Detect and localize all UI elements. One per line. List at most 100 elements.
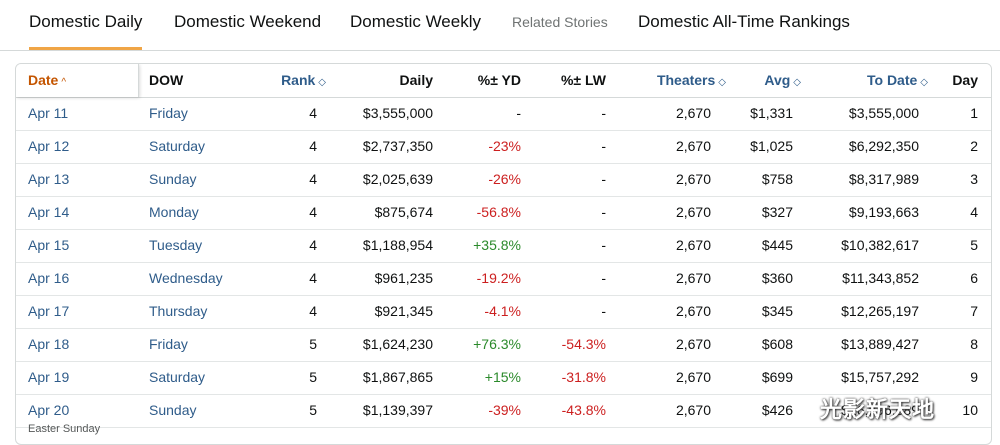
to-date-cell: $6,292,350 bbox=[848, 138, 919, 154]
table-row: Apr 12 Saturday 4 $2,737,350 -23% - 2,670 $1,02… bbox=[16, 130, 991, 164]
table-row: Apr 16 Wednesday 4 $961,235 -19.2% - 2,670 $360… bbox=[16, 262, 991, 296]
table-row: Apr 20 Sunday 5 $1,139,397 -39% -43.8% 2,670 $4… bbox=[16, 394, 991, 435]
yd-change-cell: +35.8% bbox=[473, 237, 521, 253]
lw-change-cell: -54.3% bbox=[561, 336, 606, 352]
dow-link[interactable]: Tuesday bbox=[149, 237, 203, 253]
date-link[interactable]: Apr 20 bbox=[28, 402, 70, 418]
date-link[interactable]: Apr 11 bbox=[28, 105, 69, 121]
to-date-column-header[interactable]: To Date ◇ bbox=[816, 64, 928, 97]
date-link[interactable]: Apr 18 bbox=[28, 336, 70, 352]
dow-link[interactable]: Monday bbox=[149, 204, 199, 220]
avg-cell: $1,025 bbox=[750, 138, 793, 154]
theaters-column-header[interactable]: Theaters ◇ bbox=[616, 64, 726, 97]
daily-gross-cell: $1,624,230 bbox=[362, 336, 433, 352]
lw-change-cell: - bbox=[601, 138, 606, 154]
theaters-cell: 2,670 bbox=[675, 303, 711, 319]
date-link[interactable]: Apr 16 bbox=[28, 270, 70, 286]
tab-domestic-daily[interactable]: Domestic Daily bbox=[29, 0, 143, 50]
day-cell: 9 bbox=[970, 369, 978, 385]
dow-link[interactable]: Friday bbox=[149, 105, 188, 121]
rank-cell: 4 bbox=[309, 204, 317, 220]
box-office-table: Date ^ DOW Rank ◇ Daily %± YD %± LW Theate… bbox=[15, 63, 992, 445]
lw-change-cell: -31.8% bbox=[561, 369, 606, 385]
rank-cell: 4 bbox=[309, 171, 317, 187]
yd-change-cell: -56.8% bbox=[476, 204, 521, 220]
rank-cell: 4 bbox=[309, 105, 317, 121]
lw-change-cell: - bbox=[601, 105, 606, 121]
table-row: Apr 14 Monday 4 $875,674 -56.8% - 2,670 $327 $9,… bbox=[16, 196, 991, 230]
dow-column-header: DOW bbox=[149, 72, 184, 88]
theaters-cell: 2,670 bbox=[675, 105, 711, 121]
sort-icon: ◇ bbox=[718, 77, 726, 88]
yd-change-cell: -39% bbox=[488, 402, 521, 418]
sort-ascending-icon: ^ bbox=[61, 77, 67, 88]
avg-cell: $608 bbox=[761, 336, 793, 352]
to-date-cell: $12,265,197 bbox=[841, 303, 919, 319]
yd-change-cell: +76.3% bbox=[473, 336, 521, 352]
avg-cell: $327 bbox=[761, 204, 793, 220]
daily-gross-cell: $1,867,865 bbox=[362, 369, 433, 385]
yd-change-cell: -23% bbox=[488, 138, 521, 154]
daily-gross-cell: $875,674 bbox=[374, 204, 433, 220]
rank-header-label: Rank bbox=[281, 72, 316, 88]
lw-change-cell: - bbox=[601, 171, 606, 187]
table-row: Apr 11 Friday 4 $3,555,000 - - 2,670 $1,331 $3,5… bbox=[16, 97, 991, 131]
dow-link[interactable]: Sunday bbox=[149, 171, 197, 187]
dow-link[interactable]: Friday bbox=[149, 336, 188, 352]
date-link[interactable]: Apr 19 bbox=[28, 369, 70, 385]
yd-column-header: %± YD bbox=[477, 72, 521, 88]
tab-bar: Domestic Daily Domestic Weekend Domestic… bbox=[0, 0, 1000, 51]
date-column-header[interactable]: Date ^ bbox=[28, 64, 66, 97]
tab-domestic-weekend[interactable]: Domestic Weekend bbox=[174, 12, 322, 31]
theaters-cell: 2,670 bbox=[675, 336, 711, 352]
daily-gross-cell: $2,737,350 bbox=[362, 138, 433, 154]
sort-icon: ◇ bbox=[793, 77, 801, 88]
tab-related-stories[interactable]: Related Stories bbox=[512, 14, 608, 30]
avg-column-header[interactable]: Avg ◇ bbox=[726, 64, 801, 97]
day-cell: 5 bbox=[970, 237, 978, 253]
daily-gross-cell: $961,235 bbox=[374, 270, 433, 286]
lw-column-header: %± LW bbox=[560, 72, 606, 88]
day-cell: 3 bbox=[970, 171, 978, 187]
table-row: Apr 15 Tuesday 4 $1,188,954 +35.8% - 2,670 $445… bbox=[16, 229, 991, 263]
rank-column-header[interactable]: Rank ◇ bbox=[256, 64, 326, 97]
lw-change-cell: -43.8% bbox=[561, 402, 606, 418]
day-cell: 1 bbox=[970, 105, 978, 121]
yd-change-cell: -19.2% bbox=[476, 270, 521, 286]
theaters-cell: 2,670 bbox=[675, 237, 711, 253]
dow-link[interactable]: Wednesday bbox=[149, 270, 223, 286]
avg-cell: $699 bbox=[761, 369, 793, 385]
sort-icon: ◇ bbox=[318, 77, 326, 88]
holiday-note: Easter Sunday bbox=[28, 423, 101, 435]
tab-domestic-weekly[interactable]: Domestic Weekly bbox=[350, 12, 481, 31]
dow-link[interactable]: Thursday bbox=[149, 303, 208, 319]
dow-link[interactable]: Sunday bbox=[149, 402, 197, 418]
date-link[interactable]: Apr 14 bbox=[28, 204, 70, 220]
rank-cell: 4 bbox=[309, 270, 317, 286]
avg-cell: $345 bbox=[761, 303, 793, 319]
date-link[interactable]: Apr 15 bbox=[28, 237, 70, 253]
day-cell: 10 bbox=[962, 402, 978, 418]
date-link[interactable]: Apr 17 bbox=[28, 303, 70, 319]
rank-cell: 4 bbox=[309, 237, 317, 253]
dow-link[interactable]: Saturday bbox=[149, 369, 206, 385]
table-header: Date ^ DOW Rank ◇ Daily %± YD %± LW Theate… bbox=[16, 64, 991, 98]
to-date-cell: $11,343,852 bbox=[842, 270, 919, 286]
rank-cell: 5 bbox=[309, 402, 317, 418]
rank-cell: 5 bbox=[309, 336, 317, 352]
date-link[interactable]: Apr 13 bbox=[28, 171, 70, 187]
tab-domestic-all-time-rankings[interactable]: Domestic All-Time Rankings bbox=[638, 12, 850, 31]
dow-link[interactable]: Saturday bbox=[149, 138, 206, 154]
to-date-header-label: To Date bbox=[866, 72, 918, 88]
rank-cell: 5 bbox=[309, 369, 317, 385]
watermark-text: 光影新天地 bbox=[820, 398, 936, 423]
daily-gross-cell: $3,555,000 bbox=[362, 105, 433, 121]
yd-change-cell: - bbox=[516, 105, 521, 121]
to-date-cell: $15,757,292 bbox=[841, 369, 919, 385]
yd-change-cell: -4.1% bbox=[484, 303, 521, 319]
date-link[interactable]: Apr 12 bbox=[28, 138, 70, 154]
date-header-cell bbox=[16, 64, 139, 97]
day-cell: 8 bbox=[970, 336, 978, 352]
day-column-header: Day bbox=[952, 72, 978, 88]
lw-change-cell: - bbox=[601, 204, 606, 220]
